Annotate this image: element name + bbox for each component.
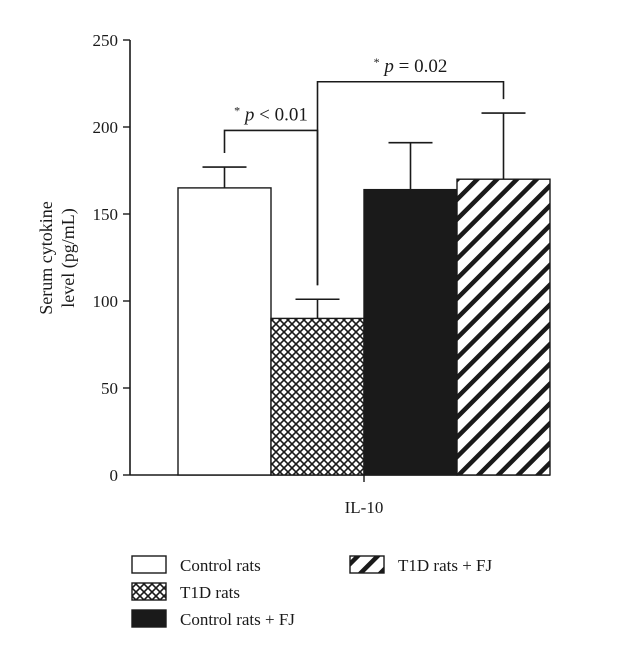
y-axis-title-line: Serum cytokine [36, 201, 56, 314]
significance-label: * p = 0.02 [374, 55, 448, 77]
bar [270, 317, 365, 476]
bar [177, 187, 272, 476]
significance-star: * [234, 103, 240, 117]
legend: Control rats T1D rats Control rats + FJ T1D… [131, 555, 492, 629]
y-tick-label: 50 [101, 379, 118, 398]
significance-value: = 0.02 [394, 56, 447, 77]
y-tick-label: 150 [93, 205, 119, 224]
significance-star: * [374, 55, 380, 69]
y-tick-label: 200 [93, 118, 119, 137]
significance-value: < 0.01 [254, 104, 307, 125]
bar [363, 188, 458, 476]
x-category-label: IL-10 [345, 498, 384, 517]
legend-swatch [131, 555, 167, 574]
y-axis-title: Serum cytokine level (pg/mL) [36, 201, 79, 314]
y-tick-label: 250 [93, 31, 119, 50]
legend-label: Control rats + FJ [180, 610, 295, 629]
legend-swatch [131, 582, 167, 601]
y-tick-label: 0 [110, 466, 119, 485]
significance-p: p [380, 56, 394, 77]
significance-label: * p < 0.01 [234, 103, 308, 125]
axes: 0 50 100 150 200 250 IL-10 Serum cytokine level … [36, 31, 550, 517]
significance-p: p [240, 104, 254, 125]
bar [456, 178, 551, 476]
bars [177, 112, 551, 476]
y-tick-label: 100 [93, 292, 119, 311]
legend-label: T1D rats [180, 583, 240, 602]
legend-label: Control rats [180, 556, 261, 575]
legend-label: T1D rats + FJ [398, 556, 492, 575]
y-axis-title-line: level (pg/mL) [58, 208, 79, 307]
legend-swatch [131, 609, 167, 628]
significance-annotations: * p < 0.01* p = 0.02 [223, 55, 505, 286]
legend-swatch [349, 555, 385, 574]
significance-bracket [316, 80, 505, 286]
